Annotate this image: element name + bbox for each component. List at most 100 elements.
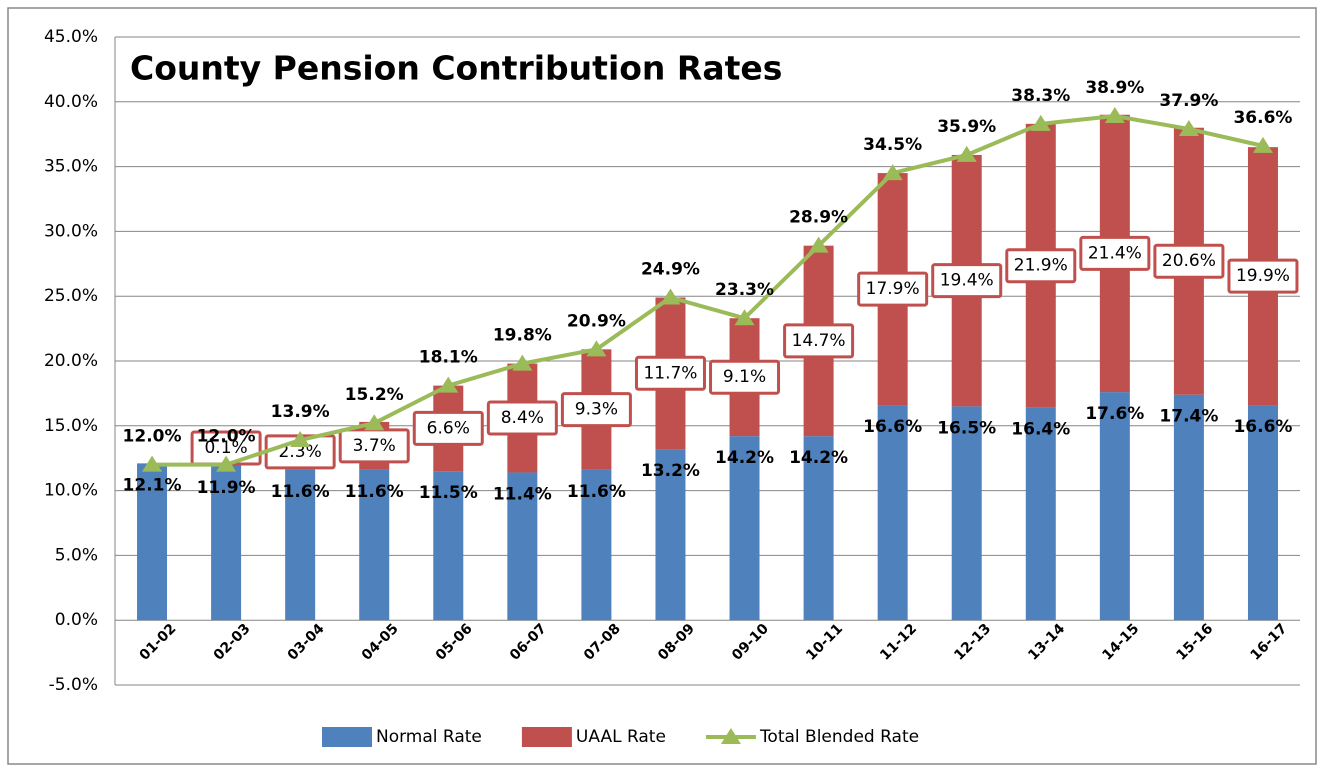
line-label: 38.3% <box>1011 86 1070 106</box>
line-label: 34.5% <box>863 135 922 155</box>
bar <box>1099 392 1130 621</box>
line-marker <box>882 164 903 181</box>
label-box <box>931 263 1003 299</box>
line-label: 38.9% <box>1085 78 1144 98</box>
bar-label: 13.2% <box>641 461 700 481</box>
label-box <box>1153 243 1225 279</box>
line-marker <box>734 309 755 326</box>
line-marker <box>1178 120 1199 137</box>
bar-label: 21.4% <box>1088 243 1142 263</box>
line-label: 12.0% <box>123 427 182 447</box>
bar <box>359 469 390 621</box>
line-marker <box>438 376 459 393</box>
label-box <box>486 400 558 436</box>
line-label: 18.1% <box>419 348 478 368</box>
bar-label: 11.4% <box>493 484 552 504</box>
bar <box>729 436 760 621</box>
bar <box>877 405 908 621</box>
line-marker <box>956 145 977 162</box>
bar-label: 19.4% <box>940 271 994 291</box>
label-box <box>1079 235 1151 271</box>
line <box>152 114 1264 467</box>
bar-label: 17.6% <box>1085 404 1144 424</box>
bar <box>211 465 242 621</box>
y-tick-label: 30.0% <box>44 221 98 241</box>
bar-label: 8.4% <box>501 408 544 428</box>
y-tick-label: 10.0% <box>44 481 98 501</box>
bar-label: 11.9% <box>197 478 256 498</box>
bar-label: 0.1% <box>204 438 247 458</box>
label-box <box>560 392 632 428</box>
line-marker <box>1030 114 1051 131</box>
bar <box>803 436 834 621</box>
y-tick-label: 45.0% <box>44 27 98 47</box>
bar-label: 9.3% <box>575 400 618 420</box>
bar <box>951 406 982 621</box>
bar-label: 16.6% <box>1233 417 1292 437</box>
line-label: 23.3% <box>715 280 774 300</box>
bar-label: 20.6% <box>1162 251 1216 271</box>
label-box <box>412 410 484 446</box>
line-label: 20.9% <box>567 311 626 331</box>
label-box <box>1227 258 1299 294</box>
line-label: 15.2% <box>345 385 404 405</box>
legend-label: Total Blended Rate <box>759 727 919 747</box>
line-marker <box>512 354 533 371</box>
label-box <box>1005 248 1077 284</box>
y-tick-label: 40.0% <box>44 92 98 112</box>
label-box <box>634 355 706 391</box>
line-marker <box>808 236 829 253</box>
y-tick-label: -5.0% <box>49 675 98 695</box>
label-box <box>857 271 929 307</box>
bar-label: 14.7% <box>792 331 846 351</box>
line-marker <box>216 455 237 472</box>
label-box <box>709 359 781 395</box>
y-tick-label: 25.0% <box>44 286 98 306</box>
bar <box>1173 394 1204 621</box>
line-marker <box>142 455 163 472</box>
line-marker <box>660 288 681 305</box>
bar-label: 11.5% <box>419 483 478 503</box>
bar <box>581 469 612 621</box>
y-tick-label: 5.0% <box>55 545 98 565</box>
legend-swatch <box>521 727 572 747</box>
chart-title: County Pension Contribution Rates <box>130 49 782 88</box>
line-marker <box>290 431 311 448</box>
bar <box>1247 405 1278 621</box>
line-marker <box>1252 136 1273 153</box>
line-label: 35.9% <box>937 117 996 137</box>
bar-label: 12.1% <box>123 475 182 495</box>
bar-label: 17.4% <box>1159 407 1218 427</box>
line-marker <box>364 414 385 431</box>
line-label: 28.9% <box>789 208 848 228</box>
bar-label: 21.9% <box>1014 256 1068 276</box>
bar <box>1025 407 1056 621</box>
line-label: 19.8% <box>493 326 552 346</box>
line-marker <box>586 340 607 357</box>
legend-label: Normal Rate <box>376 727 482 747</box>
legend-swatch <box>322 727 372 747</box>
bar-label: 11.6% <box>271 482 330 502</box>
bar-label: 16.5% <box>937 418 996 438</box>
line-label: 24.9% <box>641 259 700 279</box>
y-tick-label: 35.0% <box>44 157 98 177</box>
bar-label: 19.9% <box>1236 266 1290 286</box>
legend-swatch <box>720 728 741 744</box>
line-marker <box>1104 107 1125 124</box>
bar-label: 11.6% <box>345 482 404 502</box>
bar-label: 11.7% <box>643 363 697 383</box>
legend-label: UAAL Rate <box>576 727 666 747</box>
line-label: 36.6% <box>1233 108 1292 128</box>
label-box <box>783 323 855 359</box>
line-label: 12.0% <box>197 427 256 447</box>
bar-label: 3.7% <box>353 436 396 456</box>
bar-label: 17.9% <box>866 279 920 299</box>
y-tick-label: 15.0% <box>44 416 98 436</box>
bar <box>137 463 168 621</box>
bar <box>655 449 686 621</box>
bar <box>507 472 538 621</box>
bar <box>285 469 316 621</box>
bar-label: 14.2% <box>715 448 774 468</box>
bar-label: 16.4% <box>1011 420 1070 440</box>
